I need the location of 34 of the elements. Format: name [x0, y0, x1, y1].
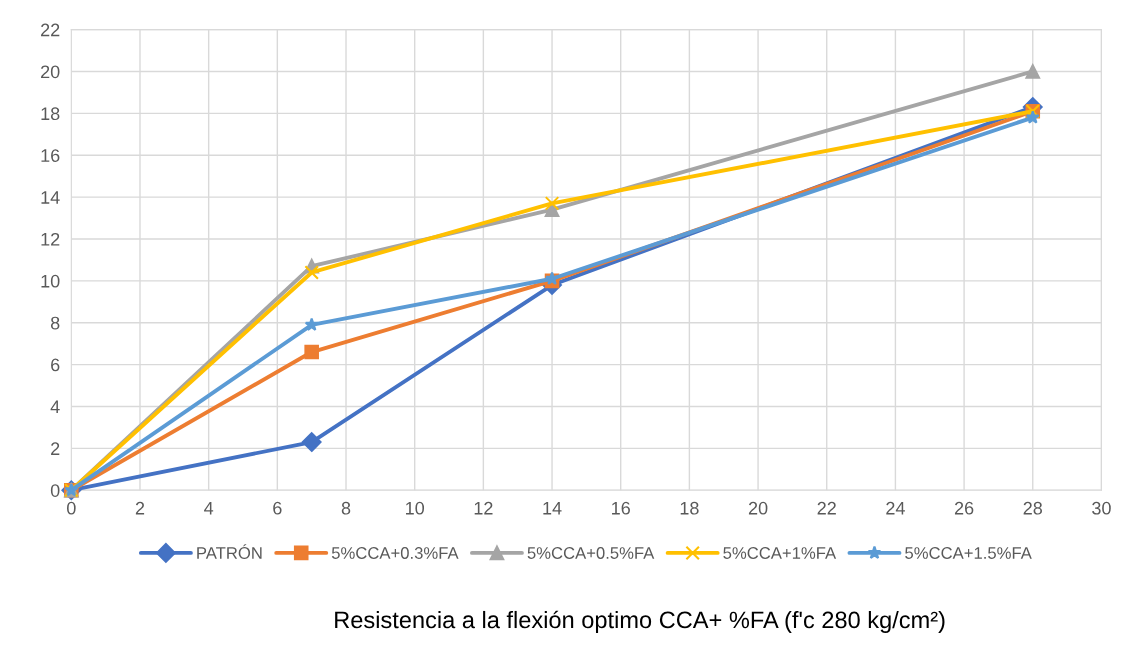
x-tick-label: 22: [817, 501, 836, 515]
x-tick-label: 0: [67, 501, 76, 515]
legend-label: 5%CCA+0.5%FA: [527, 547, 655, 559]
x-tick-label: 8: [341, 501, 351, 515]
x-tick-label: 16: [612, 501, 630, 515]
y-tick-label: 18: [41, 107, 60, 121]
y-tick-label: 6: [51, 358, 60, 372]
legend-label: 5%CCA+1.5%FA: [905, 547, 1032, 559]
x-tick-label: 30: [1092, 501, 1111, 515]
x-tick-label: 18: [680, 501, 699, 515]
x-tick-label: 20: [748, 501, 768, 515]
y-tick-label: 4: [50, 400, 60, 414]
x-tick-label: 6: [273, 501, 282, 515]
y-tick-label: 8: [50, 316, 60, 330]
x-tick-label: 26: [954, 501, 974, 515]
y-tick-label: 14: [41, 191, 60, 204]
y-tick-label: 20: [41, 65, 60, 79]
y-tick-label: 22: [41, 23, 60, 37]
x-tick-label: 2: [135, 501, 145, 515]
x-tick-label: 24: [886, 501, 905, 515]
y-tick-label: 0: [50, 484, 60, 497]
legend-label: 5%CCA+0.3%FA: [331, 547, 459, 559]
x-tick-label: 28: [1023, 501, 1043, 515]
y-tick-label: 16: [41, 149, 60, 162]
x-tick-label: 14: [543, 501, 562, 515]
y-tick-label: 2: [51, 442, 60, 455]
x-tick-label: 10: [406, 501, 425, 515]
legend-label: PATRÓN: [197, 544, 262, 559]
text: Resistencia a la flexión optimo CCA+ %FA (f'c 280 kg/cm²): [335, 610, 945, 633]
legend-label: 5%CCA+1%FA: [723, 547, 837, 559]
x-tick-label: 12: [474, 501, 493, 515]
y-tick-label: 10: [41, 274, 60, 288]
y-tick-label: 12: [41, 232, 60, 246]
x-tick-label: 4: [204, 501, 214, 515]
